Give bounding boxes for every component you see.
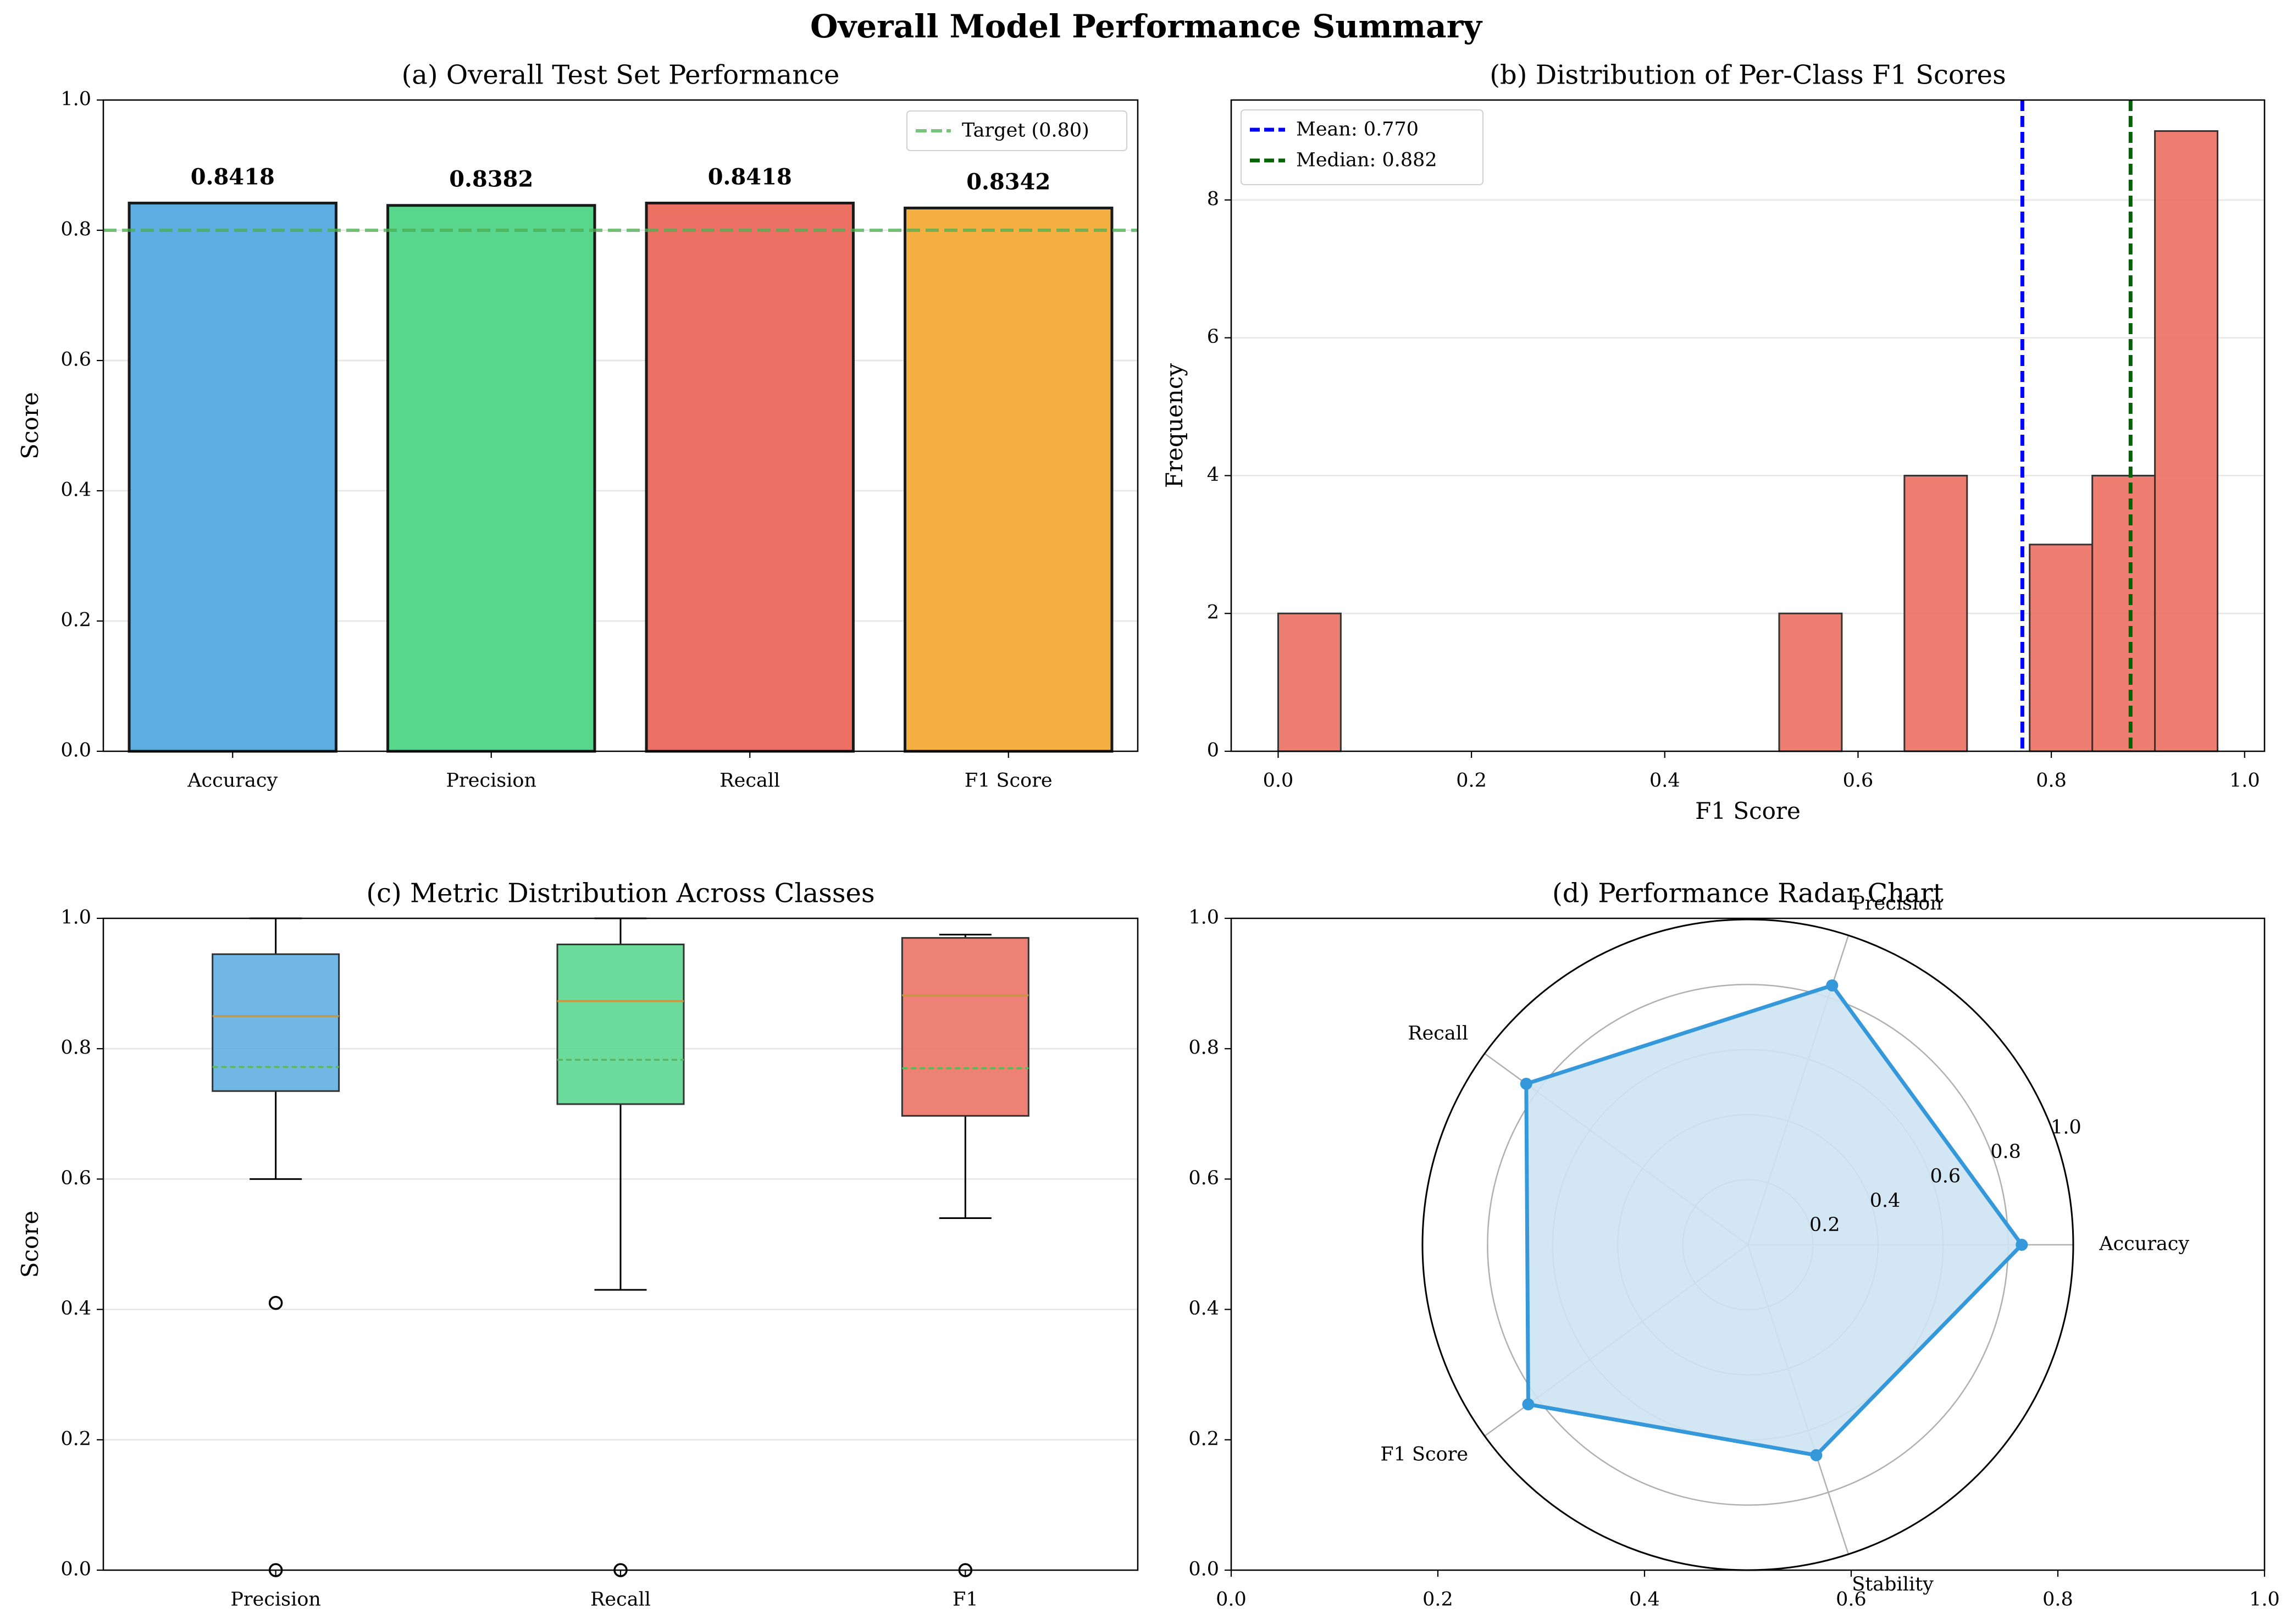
panel-a-bar: [645, 201, 855, 753]
panel-c-box: [556, 943, 685, 1105]
panel-b-title: (b) Distribution of Per-Class F1 Scores: [1490, 60, 2006, 91]
panel-d-radar-point: [2016, 1239, 2028, 1251]
panel-b-histogram-bar: [1277, 612, 1342, 752]
panel-b-frame: [1230, 99, 2266, 752]
panel-a-xtick-label: Accuracy: [187, 770, 278, 792]
panel-c-ylabel: Score: [16, 1211, 43, 1278]
panel-a-bar-value-label: 0.8342: [966, 169, 1050, 195]
panel-a-ytick-label: 0.2: [60, 609, 91, 631]
panel-b-ytick-label: 8: [1207, 188, 1219, 210]
panel-b-xtick-label: 0.2: [1456, 770, 1487, 792]
panel-c-ytick-label: 0.8: [60, 1037, 91, 1059]
panel-a-bar: [128, 201, 337, 753]
panel-d-radar-point: [1810, 1449, 1823, 1461]
panel-b-legend: [1241, 109, 1483, 185]
panel-d-xtick-label: 0.4: [1629, 1589, 1660, 1611]
panel-b-ylabel: Frequency: [1161, 363, 1188, 488]
panel-c-ytick-label: 0.4: [60, 1298, 91, 1320]
panel-b-xtick-label: 0.0: [1263, 770, 1294, 792]
panel-d-ytick-label: 0.0: [1188, 1559, 1219, 1581]
panel-b-xtick-label: 0.6: [1843, 770, 1874, 792]
panel-a-frame: [102, 99, 1139, 752]
panel-c-frame: [102, 917, 1139, 1571]
panel-c-ytick-label: 0.6: [60, 1167, 91, 1189]
panel-d-axis-label: Accuracy: [2099, 1233, 2189, 1255]
panel-a-bar: [904, 206, 1114, 753]
panel-b-histogram-bar: [2154, 130, 2219, 752]
panel-c-xtick-label: Recall: [590, 1589, 651, 1611]
panel-d-ytick-label: 0.6: [1188, 1167, 1219, 1189]
panel-d-ytick-label: 1.0: [1188, 907, 1219, 929]
panel-d-ytick-label: 0.2: [1188, 1428, 1219, 1450]
panel-d-ytick-label: 0.4: [1188, 1298, 1219, 1320]
panel-d-axis-label: Recall: [1408, 1023, 1468, 1045]
panel-a-xtick-label: Recall: [719, 770, 780, 792]
panel-a-bar-value-label: 0.8382: [449, 167, 533, 192]
panel-d-rtick-label: 1.0: [2051, 1117, 2081, 1139]
panel-a-legend: [906, 110, 1127, 151]
panel-b-xtick-label: 1.0: [2229, 770, 2260, 792]
panel-b-histogram-bar: [1903, 474, 1968, 752]
panel-d-axis-label: Stability: [1852, 1573, 1934, 1595]
panel-a-xtick-label: F1 Score: [965, 770, 1053, 792]
panel-b-histogram-bar: [2091, 474, 2156, 752]
panel-c-title: (c) Metric Distribution Across Classes: [366, 878, 874, 909]
panel-a-bar-value-label: 0.8418: [708, 164, 792, 190]
panel-b-ytick-label: 6: [1207, 326, 1219, 348]
panel-b-ytick-label: 0: [1207, 740, 1219, 762]
panel-d-radar-point: [1522, 1398, 1535, 1411]
panel-d-rtick-label: 0.2: [1809, 1214, 1840, 1236]
panel-a-bar: [386, 204, 596, 753]
panel-a-ytick-label: 0.4: [60, 479, 91, 501]
panel-d-rtick-label: 0.8: [1990, 1141, 2021, 1163]
panel-a-ytick-label: 0.6: [60, 349, 91, 371]
panel-d-rtick-label: 0.6: [1930, 1165, 1961, 1187]
panel-c-xtick-label: Precision: [230, 1589, 321, 1611]
panel-a-xtick-label: Precision: [446, 770, 536, 792]
panel-a-bar-value-label: 0.8418: [191, 164, 275, 190]
panel-d-xtick-label: 0.8: [2042, 1589, 2073, 1611]
panel-c-ytick-label: 0.0: [60, 1559, 91, 1581]
panel-d-axis-label: Precision: [1852, 893, 1942, 914]
panel-d-radar-point: [1826, 979, 1839, 992]
panel-a-title: (a) Overall Test Set Performance: [402, 60, 840, 91]
panel-d-radar-polygon: [1524, 983, 2024, 1457]
panel-d-ytick-label: 0.8: [1188, 1037, 1219, 1059]
panel-b-histogram-bar: [2029, 544, 2094, 752]
panel-d-outer-circle: [1421, 918, 2074, 1571]
panel-b-histogram-bar: [1778, 612, 1843, 752]
panel-b-xlabel: F1 Score: [1695, 797, 1801, 824]
panel-b-ytick-label: 4: [1207, 464, 1219, 486]
panel-c-ytick-label: 0.2: [60, 1428, 91, 1450]
panel-d-title: (d) Performance Radar Chart: [1552, 878, 1944, 909]
panel-b-legend-label: Mean: 0.770: [1296, 119, 1419, 141]
panel-d-xtick-label: 0.2: [1422, 1589, 1453, 1611]
panel-c-xtick-label: F1: [953, 1589, 978, 1611]
panel-b-xtick-label: 0.4: [1649, 770, 1680, 792]
panel-d-rtick-label: 0.4: [1870, 1190, 1901, 1212]
panel-d-radar-point: [1520, 1078, 1532, 1090]
panel-a-ytick-label: 1.0: [60, 88, 91, 110]
panel-a-ytick-label: 0.0: [60, 740, 91, 762]
panel-a-ylabel: Score: [16, 392, 43, 459]
panel-d-xtick-label: 0.0: [1216, 1589, 1247, 1611]
panel-c-outlier: [268, 1295, 283, 1310]
figure-title: Overall Model Performance Summary: [810, 8, 1482, 45]
panel-a-legend-label: Target (0.80): [962, 120, 1089, 142]
panel-b-ytick-label: 2: [1207, 602, 1219, 624]
panel-b-xtick-label: 0.8: [2036, 770, 2067, 792]
panel-d-axis-label: F1 Score: [1380, 1443, 1468, 1465]
panel-d-xtick-label: 1.0: [2249, 1589, 2280, 1611]
panel-a-ytick-label: 0.8: [60, 219, 91, 241]
panel-d-xtick-label: 0.6: [1836, 1589, 1867, 1611]
panel-c-box: [901, 937, 1029, 1117]
panel-c-ytick-label: 1.0: [60, 907, 91, 929]
panel-b-legend-label: Median: 0.882: [1296, 149, 1437, 171]
panel-c-box: [212, 953, 340, 1092]
